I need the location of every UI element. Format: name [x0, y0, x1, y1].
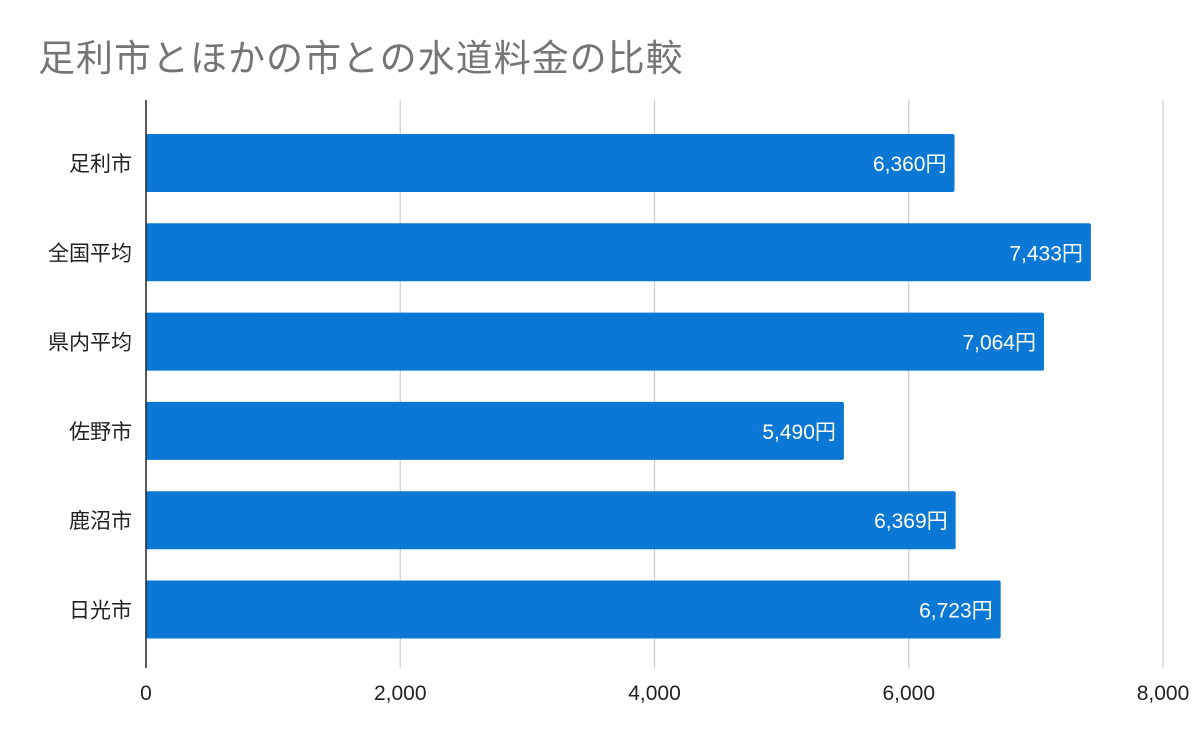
- x-tick-label: 2,000: [374, 682, 427, 705]
- category-label: 全国平均: [48, 241, 132, 265]
- category-label: 佐野市: [69, 420, 132, 444]
- bar-県内平均: [146, 312, 1045, 371]
- category-label: 足利市: [69, 152, 132, 176]
- bar-鹿沼市: [146, 491, 956, 550]
- data-label: 6,360円: [873, 153, 947, 176]
- data-label: 7,433円: [1009, 242, 1083, 265]
- chart-title: 足利市とほかの市との水道料金の比較: [38, 37, 684, 80]
- data-label: 7,064円: [962, 332, 1036, 355]
- category-label: 日光市: [69, 599, 132, 623]
- data-label: 6,723円: [919, 600, 993, 623]
- data-label: 6,369円: [874, 510, 948, 533]
- bar-佐野市: [146, 401, 844, 460]
- x-tick-label: 0: [140, 682, 152, 705]
- x-tick-label: 6,000: [882, 682, 935, 705]
- x-tick-label: 4,000: [628, 682, 681, 705]
- data-label: 5,490円: [762, 421, 836, 444]
- grid-lines: [399, 100, 1164, 668]
- bars: [146, 134, 1091, 639]
- bar-全国平均: [146, 223, 1091, 282]
- labels: 0 2,000 4,000 6,000 8,000 6,360円 足利市 7,433円 全国平均…: [48, 152, 1189, 705]
- bar-足利市: [146, 134, 955, 192]
- category-label: 鹿沼市: [69, 509, 132, 533]
- bar-日光市: [146, 580, 1001, 639]
- x-tick-label: 8,000: [1137, 682, 1190, 705]
- category-label: 県内平均: [48, 331, 132, 355]
